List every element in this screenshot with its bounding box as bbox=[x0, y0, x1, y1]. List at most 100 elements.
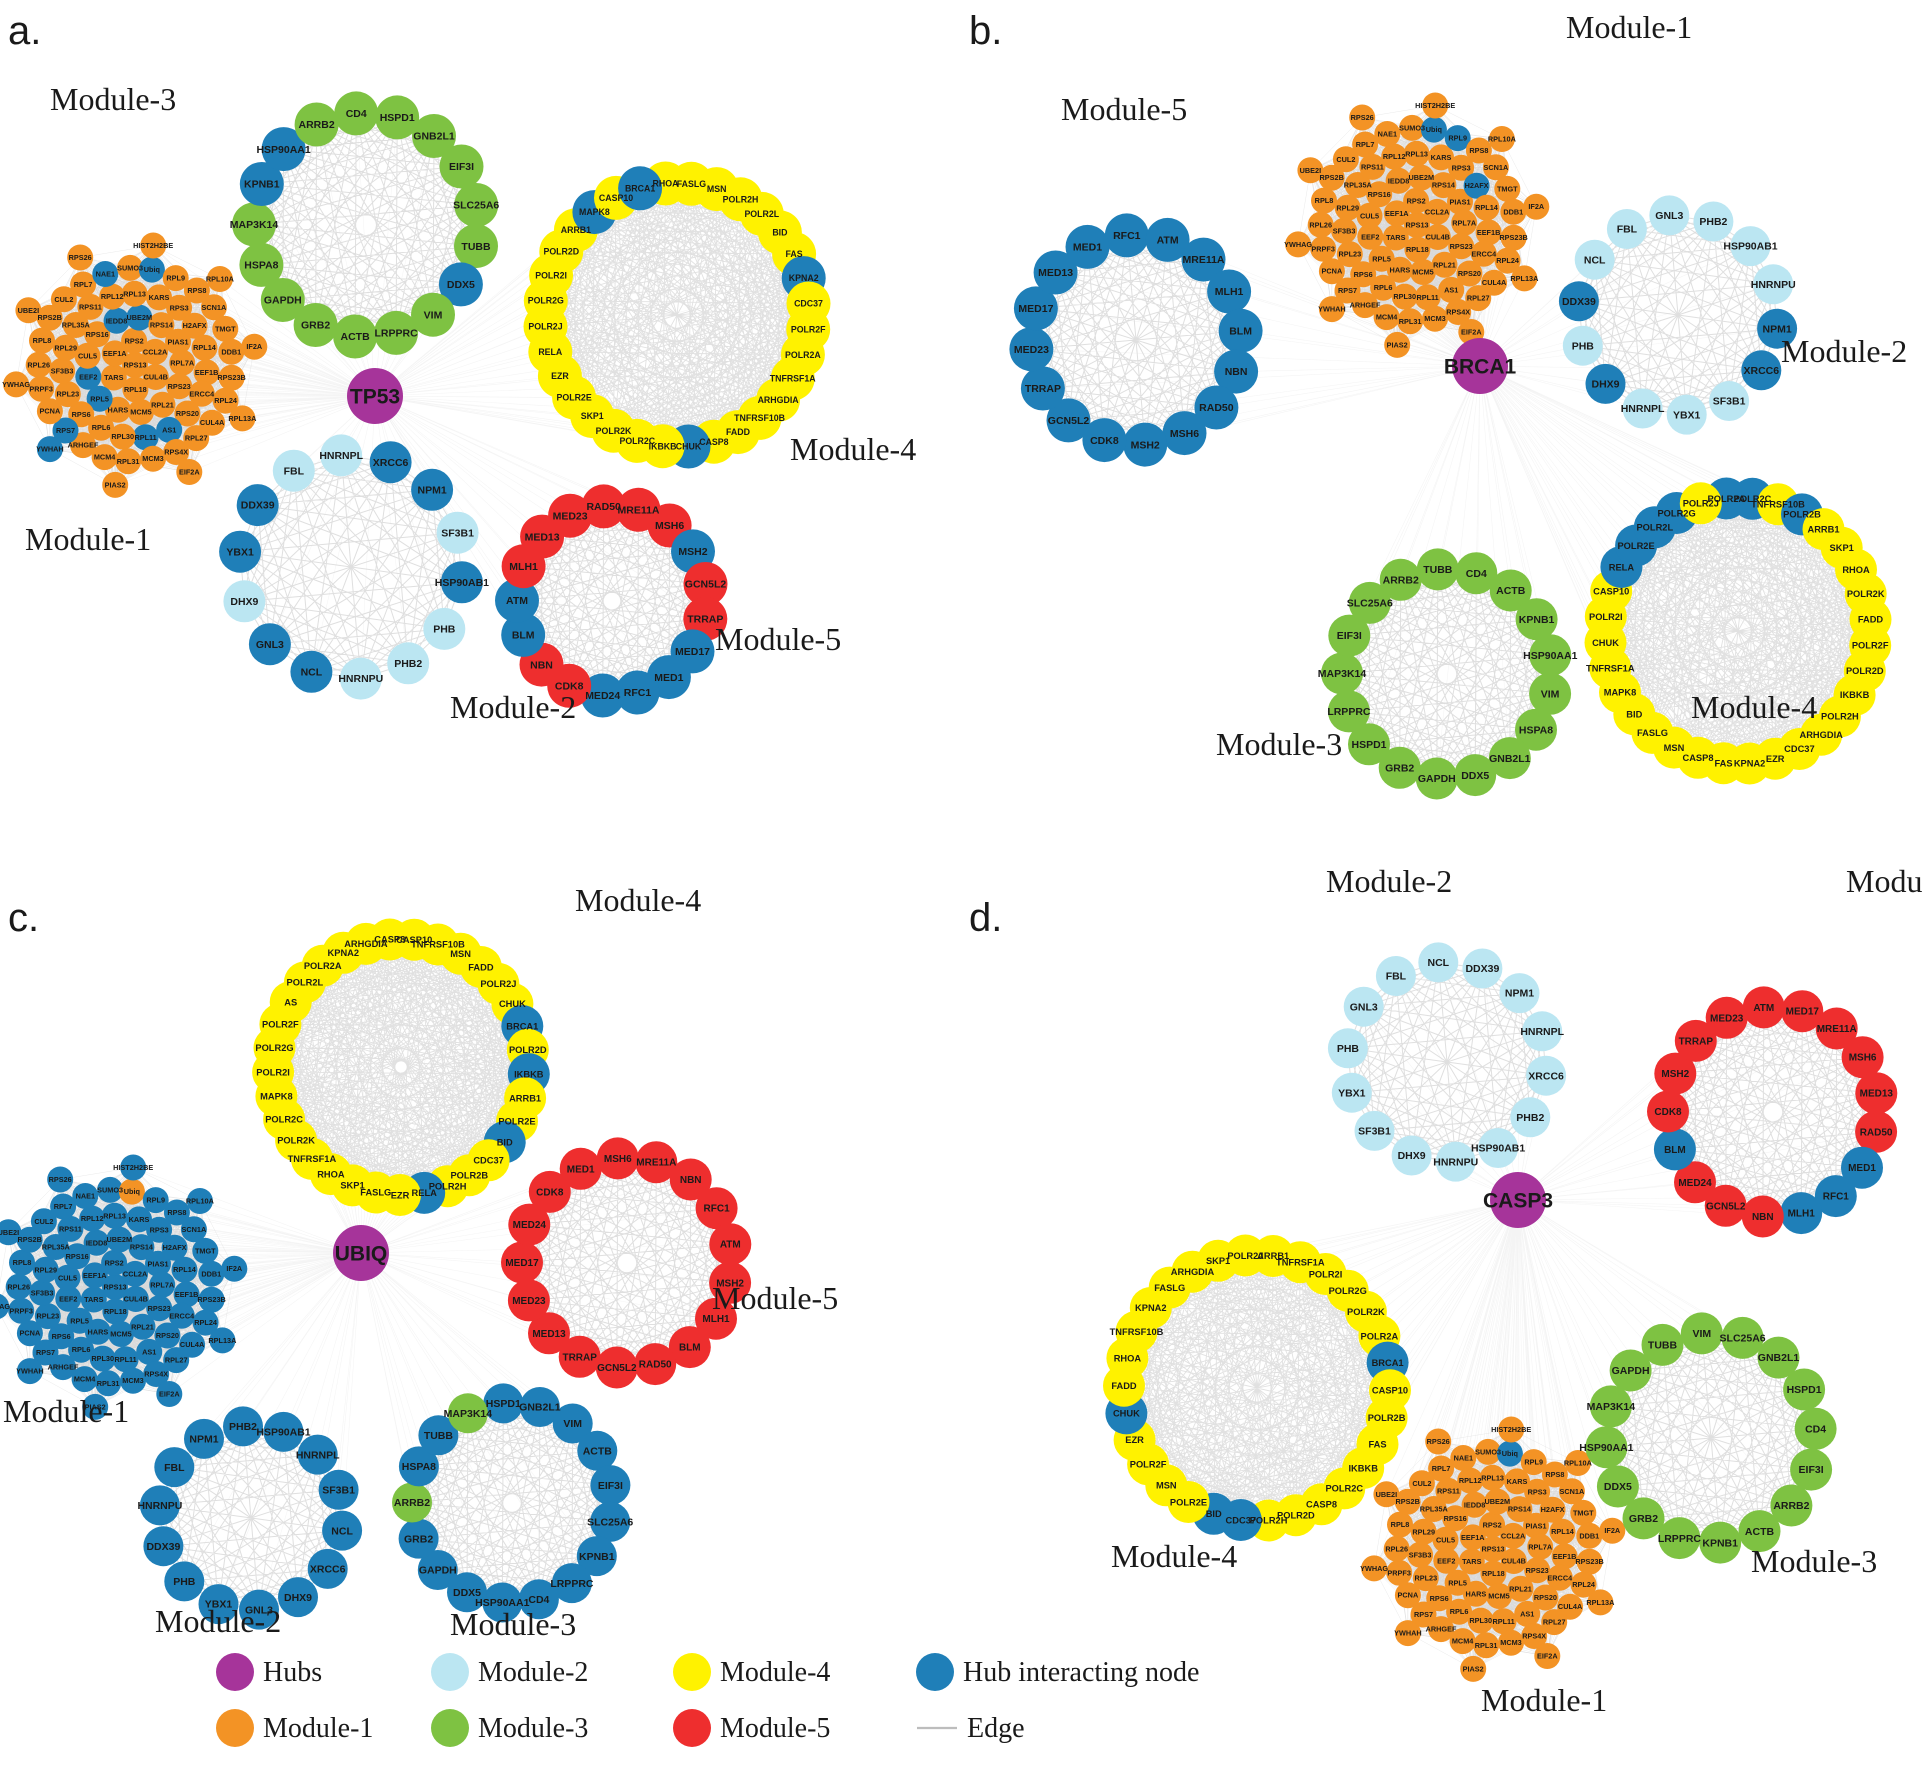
svg-text:EEF1B: EEF1B bbox=[1553, 1552, 1577, 1561]
svg-text:CDC37: CDC37 bbox=[473, 1156, 503, 1166]
svg-text:CUL4A: CUL4A bbox=[1482, 278, 1507, 287]
svg-text:RPL13: RPL13 bbox=[1481, 1473, 1504, 1482]
svg-text:YWHAH: YWHAH bbox=[1318, 305, 1346, 314]
svg-text:TUBB: TUBB bbox=[461, 241, 491, 253]
svg-text:RPL18: RPL18 bbox=[124, 385, 147, 394]
svg-text:CUL5: CUL5 bbox=[78, 351, 97, 360]
svg-text:SF3B1: SF3B1 bbox=[1358, 1126, 1391, 1138]
svg-text:PIAS1: PIAS1 bbox=[1449, 197, 1470, 206]
svg-text:RPL6: RPL6 bbox=[92, 423, 111, 432]
svg-text:HSPD1: HSPD1 bbox=[1351, 739, 1386, 751]
svg-text:RPL7A: RPL7A bbox=[1528, 1542, 1553, 1551]
svg-text:RPL30: RPL30 bbox=[1469, 1616, 1492, 1625]
svg-text:KPNA2: KPNA2 bbox=[1734, 759, 1766, 769]
svg-text:EEF1A: EEF1A bbox=[103, 349, 127, 358]
svg-text:Module-1: Module-1 bbox=[1566, 9, 1692, 45]
svg-text:BRCA1: BRCA1 bbox=[1444, 355, 1517, 378]
svg-text:DDB1: DDB1 bbox=[201, 1269, 221, 1278]
svg-text:EIF3I: EIF3I bbox=[1799, 1464, 1824, 1476]
svg-text:NCL: NCL bbox=[301, 666, 323, 678]
svg-text:RPL24: RPL24 bbox=[1572, 1580, 1596, 1589]
svg-text:POLR2A: POLR2A bbox=[1361, 1331, 1399, 1341]
svg-text:RPS14: RPS14 bbox=[1432, 181, 1456, 190]
svg-text:POLR2G: POLR2G bbox=[255, 1043, 293, 1053]
svg-text:HSPD1: HSPD1 bbox=[380, 112, 415, 124]
svg-text:RPS6: RPS6 bbox=[52, 1332, 71, 1341]
svg-text:RPL35A: RPL35A bbox=[1344, 181, 1373, 190]
svg-text:POLR2E: POLR2E bbox=[1617, 541, 1654, 551]
svg-text:ACTB: ACTB bbox=[341, 331, 371, 343]
svg-text:POLR2K: POLR2K bbox=[277, 1136, 315, 1146]
svg-text:RPS26: RPS26 bbox=[49, 1175, 72, 1184]
svg-text:RPL24: RPL24 bbox=[194, 1318, 218, 1327]
svg-text:RPS26: RPS26 bbox=[1351, 113, 1374, 122]
svg-text:SCN1A: SCN1A bbox=[202, 303, 227, 312]
svg-text:MSH6: MSH6 bbox=[655, 520, 684, 532]
svg-text:XRCC6: XRCC6 bbox=[373, 457, 409, 469]
svg-text:RPL10A: RPL10A bbox=[186, 1197, 215, 1206]
svg-text:UBE2M: UBE2M bbox=[107, 1235, 133, 1244]
svg-text:POLR2D: POLR2D bbox=[1846, 666, 1884, 676]
svg-text:DDX5: DDX5 bbox=[453, 1587, 481, 1599]
svg-text:AS1: AS1 bbox=[162, 425, 176, 434]
svg-text:ARRB2: ARRB2 bbox=[394, 1497, 430, 1509]
svg-text:RPS14: RPS14 bbox=[130, 1243, 154, 1252]
svg-text:MED23: MED23 bbox=[1014, 344, 1049, 356]
svg-text:MED24: MED24 bbox=[585, 690, 620, 702]
svg-text:RPS7: RPS7 bbox=[56, 426, 75, 435]
svg-text:EIF3I: EIF3I bbox=[598, 1480, 623, 1492]
svg-text:SLC25A6: SLC25A6 bbox=[587, 1517, 633, 1529]
svg-text:RELA: RELA bbox=[412, 1188, 438, 1198]
svg-text:RPS6: RPS6 bbox=[1430, 1594, 1449, 1603]
svg-text:RPS7: RPS7 bbox=[1414, 1610, 1433, 1619]
svg-text:DDX39: DDX39 bbox=[146, 1541, 180, 1553]
svg-text:PIAS2: PIAS2 bbox=[105, 480, 126, 489]
svg-text:MSH6: MSH6 bbox=[1170, 428, 1199, 440]
svg-text:Module-4: Module-4 bbox=[790, 431, 916, 467]
svg-text:GAPDH: GAPDH bbox=[1612, 1365, 1650, 1377]
svg-text:MAP3K14: MAP3K14 bbox=[1318, 668, 1367, 680]
svg-text:Module-5: Module-5 bbox=[715, 621, 841, 657]
svg-text:POLR2L: POLR2L bbox=[287, 978, 324, 988]
svg-text:XRCC6: XRCC6 bbox=[1528, 1070, 1564, 1082]
svg-text:RPL30: RPL30 bbox=[1393, 292, 1416, 301]
svg-text:ARHGEF: ARHGEF bbox=[68, 441, 99, 450]
svg-text:DDB1: DDB1 bbox=[221, 347, 241, 356]
svg-text:VIM: VIM bbox=[1692, 1328, 1711, 1340]
svg-text:TUBB: TUBB bbox=[1648, 1340, 1678, 1352]
svg-text:PIAS1: PIAS1 bbox=[147, 1259, 168, 1268]
svg-text:POLR2B: POLR2B bbox=[450, 1171, 488, 1181]
svg-text:LRPPRC: LRPPRC bbox=[1658, 1533, 1702, 1545]
svg-text:NBN: NBN bbox=[1752, 1212, 1774, 1223]
svg-text:RPS23B: RPS23B bbox=[1499, 233, 1527, 242]
svg-text:XRCC6: XRCC6 bbox=[1744, 365, 1780, 377]
svg-text:RPL24: RPL24 bbox=[214, 396, 238, 405]
svg-text:RPL13A: RPL13A bbox=[1510, 274, 1539, 283]
svg-text:Module-3: Module-3 bbox=[450, 1606, 576, 1642]
svg-text:GNB2L1: GNB2L1 bbox=[413, 131, 455, 143]
svg-text:MLH1: MLH1 bbox=[1215, 286, 1244, 298]
svg-text:Module-2: Module-2 bbox=[155, 1603, 281, 1639]
svg-text:EZR: EZR bbox=[1766, 754, 1785, 764]
svg-text:HARS: HARS bbox=[88, 1327, 109, 1336]
svg-text:POLR2F: POLR2F bbox=[1852, 641, 1889, 651]
svg-text:PHB: PHB bbox=[433, 624, 456, 636]
svg-text:POLR2J: POLR2J bbox=[1683, 499, 1719, 509]
svg-text:HIST2H2BE: HIST2H2BE bbox=[1491, 1425, 1531, 1434]
svg-text:RPL7A: RPL7A bbox=[150, 1280, 175, 1289]
svg-text:HSP90AA1: HSP90AA1 bbox=[1523, 650, 1577, 662]
svg-text:CASP10: CASP10 bbox=[1372, 1386, 1408, 1396]
svg-text:TRRAP: TRRAP bbox=[1025, 383, 1061, 395]
svg-text:HSPD1: HSPD1 bbox=[1787, 1384, 1822, 1396]
svg-text:MSH2: MSH2 bbox=[1661, 1069, 1689, 1080]
svg-text:AS: AS bbox=[284, 997, 297, 1007]
svg-text:PHB: PHB bbox=[173, 1576, 196, 1588]
svg-text:MED17: MED17 bbox=[675, 646, 710, 658]
svg-text:UBE2I: UBE2I bbox=[1376, 1490, 1398, 1499]
svg-text:RPS14: RPS14 bbox=[1508, 1505, 1532, 1514]
svg-text:MLH1: MLH1 bbox=[1788, 1209, 1816, 1220]
svg-text:CUL2: CUL2 bbox=[34, 1217, 53, 1226]
svg-text:PRPF3: PRPF3 bbox=[9, 1306, 33, 1315]
svg-text:YBX1: YBX1 bbox=[226, 546, 254, 558]
svg-text:TNFRSF1A: TNFRSF1A bbox=[1276, 1258, 1325, 1268]
